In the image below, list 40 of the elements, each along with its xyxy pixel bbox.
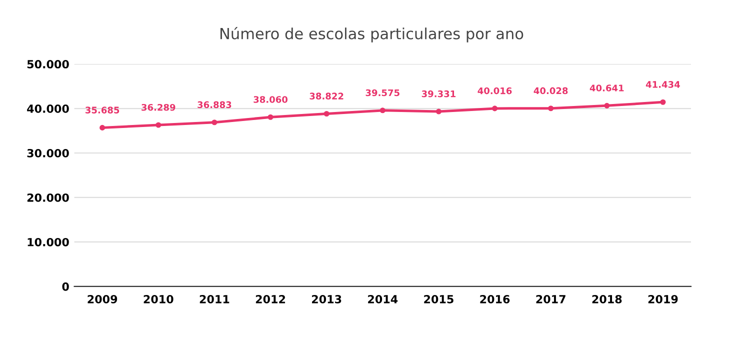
- point: [436, 108, 442, 114]
- data-label: 36.289: [142, 104, 176, 111]
- y-tick-label: 50.000: [27, 60, 69, 68]
- data-label: 38.060: [254, 96, 288, 103]
- data-label: 39.575: [366, 89, 400, 96]
- x-tick-label: 2012: [256, 294, 286, 304]
- point: [492, 106, 498, 112]
- data-label: 38.822: [310, 92, 344, 100]
- data-label: 36.883: [198, 101, 232, 108]
- x-tick-label: 2018: [592, 294, 622, 304]
- data-label: 40.641: [590, 84, 624, 92]
- data-label: 39.331: [422, 90, 456, 98]
- x-tick-label: 2011: [200, 294, 230, 304]
- y-tick-label: 0: [62, 282, 69, 291]
- y-tick-label: 10.000: [28, 238, 69, 246]
- data-label: 35.685: [86, 106, 120, 114]
- x-tick-label: 2013: [312, 294, 342, 304]
- y-tick-label: 30.000: [27, 148, 69, 158]
- y-tick-label: 20.000: [27, 193, 69, 202]
- x-tick-label: 2014: [368, 294, 398, 304]
- point: [212, 120, 218, 126]
- point: [156, 122, 162, 128]
- data-label: 40.016: [478, 87, 512, 94]
- point: [604, 102, 610, 108]
- point: [380, 108, 386, 114]
- x-tick-label: 2009: [88, 294, 118, 304]
- point: [548, 106, 554, 112]
- x-tick-label: 2010: [144, 294, 174, 304]
- x-tick-label: 2016: [480, 294, 510, 304]
- data-label: 41.434: [646, 81, 680, 88]
- y-tick-label: 40.000: [27, 104, 69, 113]
- x-tick-label: 2015: [424, 294, 454, 304]
- chart-title: Número de escolas particulares por ano: [220, 26, 524, 42]
- x-tick-label: 2019: [648, 294, 678, 304]
- x-tick-label: 2017: [536, 294, 566, 304]
- point: [268, 114, 274, 120]
- point: [324, 110, 330, 117]
- data-label: 40.028: [534, 87, 568, 94]
- point: [100, 124, 106, 130]
- point: [660, 99, 666, 105]
